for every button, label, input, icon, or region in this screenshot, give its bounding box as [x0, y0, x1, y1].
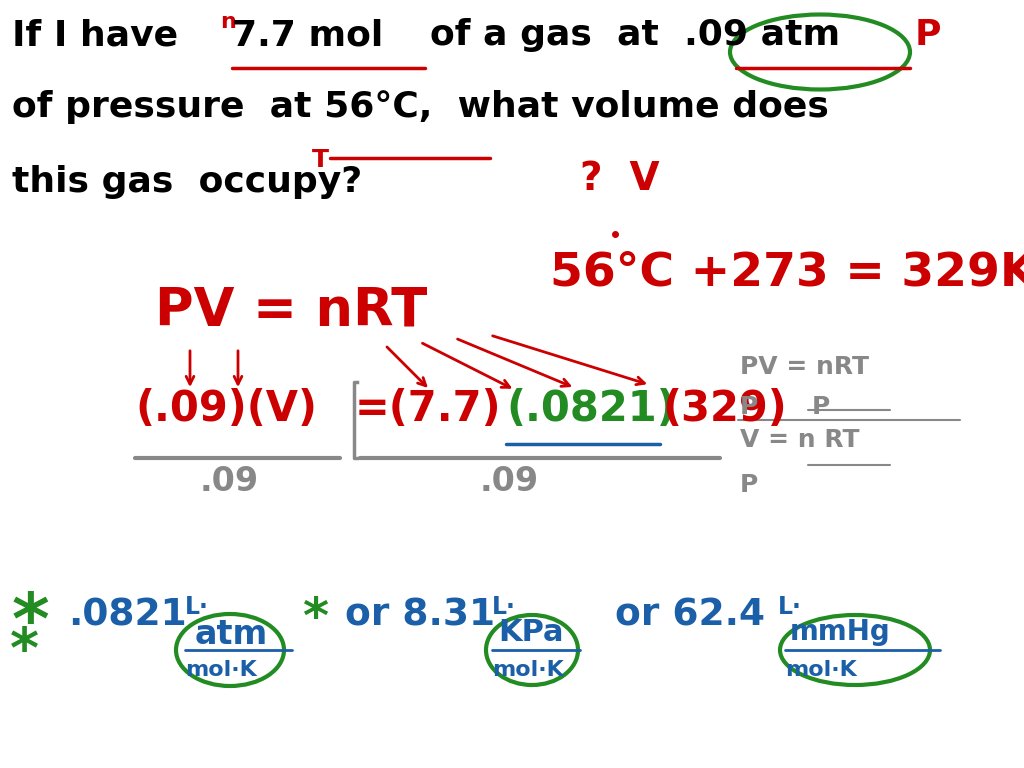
Text: P: P	[915, 18, 941, 52]
Text: *: *	[10, 625, 39, 679]
Text: or 62.4: or 62.4	[615, 597, 765, 633]
Text: atm: atm	[195, 618, 268, 651]
Text: =(7.7): =(7.7)	[355, 388, 502, 430]
Text: P: P	[740, 395, 758, 419]
Text: L·: L·	[185, 595, 209, 619]
Text: mmHg: mmHg	[790, 618, 891, 646]
Text: *: *	[12, 590, 50, 659]
Text: or 8.31: or 8.31	[345, 597, 496, 633]
Text: L·: L·	[778, 595, 802, 619]
Text: mol·K: mol·K	[492, 660, 564, 680]
Text: PV = nRT: PV = nRT	[155, 285, 427, 337]
Text: (.0821): (.0821)	[506, 388, 676, 430]
Text: of pressure  at 56°C,  what volume does: of pressure at 56°C, what volume does	[12, 90, 828, 124]
Text: V = n RT: V = n RT	[740, 428, 859, 452]
Text: n: n	[220, 12, 236, 32]
Text: PV = nRT: PV = nRT	[740, 355, 869, 379]
Text: .09: .09	[200, 465, 259, 498]
Text: If I have: If I have	[12, 18, 178, 52]
Text: mol·K: mol·K	[785, 660, 857, 680]
Text: .0821: .0821	[68, 597, 186, 633]
Text: .09: .09	[480, 465, 539, 498]
Text: ?  V: ? V	[580, 160, 659, 198]
Text: P: P	[740, 473, 758, 497]
Text: P: P	[812, 395, 830, 419]
Text: 7.7 mol: 7.7 mol	[232, 18, 383, 52]
Text: mol·K: mol·K	[185, 660, 257, 680]
Text: 56°C +273 = 329K: 56°C +273 = 329K	[550, 250, 1024, 295]
Text: T: T	[312, 148, 329, 172]
Text: L·: L·	[492, 595, 516, 619]
Text: (.09)(V): (.09)(V)	[135, 388, 317, 430]
Text: this gas  occupy?: this gas occupy?	[12, 165, 362, 199]
Text: *: *	[302, 595, 328, 643]
Text: (329): (329)	[662, 388, 786, 430]
Text: KPa: KPa	[498, 618, 563, 647]
Text: of a gas  at  .09 atm: of a gas at .09 atm	[430, 18, 840, 52]
